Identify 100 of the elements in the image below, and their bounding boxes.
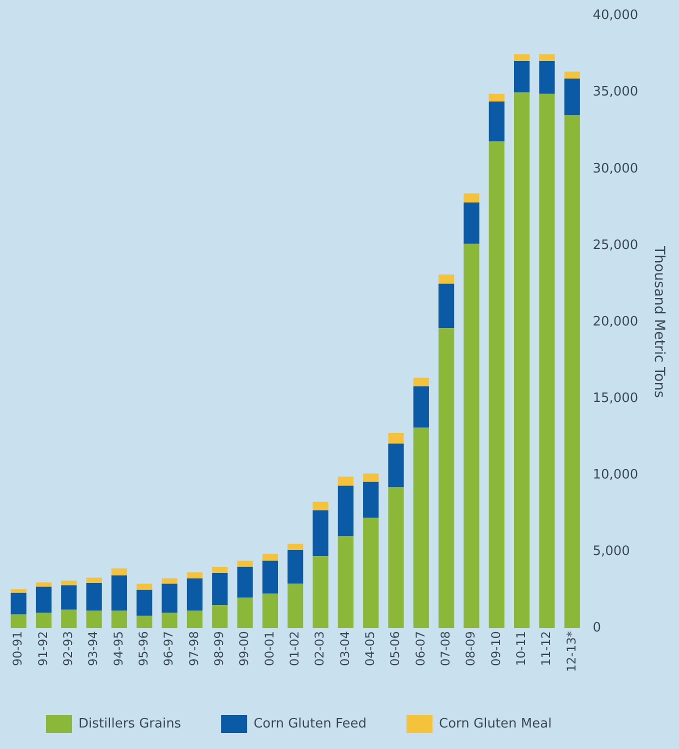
x-tick-label: 92-93	[61, 631, 76, 666]
bar	[312, 510, 328, 556]
legend-label: Distillers Grains	[78, 716, 182, 732]
bar	[488, 94, 504, 102]
x-tick-label: 03-04	[338, 631, 352, 666]
bar	[388, 444, 404, 488]
x-tick-label: 97-98	[186, 631, 201, 666]
bar	[338, 486, 354, 536]
bar	[464, 244, 480, 628]
bar	[363, 474, 379, 482]
bar	[413, 386, 429, 428]
bar	[237, 560, 253, 567]
x-tick-label: 94-95	[111, 631, 126, 666]
bar	[10, 614, 26, 628]
bar	[288, 550, 304, 584]
x-tick-label: 06-07	[413, 631, 428, 666]
bar	[288, 584, 304, 628]
y-tick-label: 10,000	[592, 467, 638, 482]
bar	[363, 518, 379, 628]
bar	[186, 572, 203, 578]
bar	[162, 612, 178, 628]
bar	[10, 592, 26, 614]
y-tick-label: 15,000	[592, 390, 638, 406]
bar	[86, 578, 102, 583]
bar	[36, 612, 52, 628]
bar	[61, 610, 77, 628]
bar	[186, 610, 203, 628]
bar	[186, 578, 203, 611]
x-tick-label: 01-02	[287, 631, 302, 666]
bar	[136, 584, 152, 590]
y-tick-label: 20,000	[592, 314, 638, 330]
bar	[61, 580, 77, 586]
bar	[363, 482, 379, 518]
bar	[539, 54, 555, 61]
y-tick-label: 35,000	[592, 84, 638, 100]
x-tick-label: 93-94	[86, 631, 100, 666]
bar	[86, 582, 102, 611]
bar	[438, 284, 454, 328]
bar	[514, 60, 530, 92]
bar	[514, 92, 530, 628]
bar	[539, 60, 555, 94]
x-tick-label: 12-13*	[564, 631, 578, 672]
bar	[312, 556, 328, 628]
bar	[338, 536, 354, 628]
bar	[111, 568, 128, 576]
y-tick-label: 0	[592, 620, 601, 636]
bar	[514, 54, 530, 61]
x-tick-label: 10-11	[514, 631, 528, 666]
y-tick-label: 40,000	[592, 8, 638, 24]
bar	[237, 566, 253, 598]
y-tick-label: 30,000	[592, 161, 638, 176]
bar	[488, 102, 504, 142]
x-tick-label: 90-91	[10, 631, 25, 666]
x-tick-label: 05-06	[388, 631, 402, 666]
bar	[338, 476, 354, 486]
x-tick-label: 99-00	[237, 631, 252, 666]
bar	[212, 566, 228, 574]
bar	[564, 115, 580, 628]
bar	[36, 586, 52, 613]
bar	[10, 589, 26, 593]
bar	[162, 578, 178, 584]
legend-label: Corn Gluten Feed	[254, 716, 367, 732]
x-tick-label: 04-05	[362, 631, 377, 666]
bar	[237, 598, 253, 628]
bar	[539, 94, 555, 628]
bar	[464, 202, 480, 244]
bar	[111, 610, 128, 628]
x-tick-label: 96-97	[162, 631, 176, 666]
bar	[564, 78, 580, 116]
bar	[136, 616, 152, 628]
y-tick-label: 25,000	[592, 238, 638, 253]
bar	[438, 328, 454, 628]
x-tick-label: 00-01	[262, 631, 276, 666]
bar	[36, 582, 52, 587]
x-tick-label: 08-09	[464, 631, 478, 666]
x-tick-label: 95-96	[136, 631, 151, 666]
bar	[388, 487, 404, 628]
x-tick-label: 02-03	[312, 631, 327, 666]
x-tick-label: 98-99	[212, 631, 226, 666]
x-tick-label: 91-92	[36, 631, 50, 666]
bar	[464, 193, 480, 203]
x-tick-label: 07-08	[438, 631, 452, 666]
bar	[564, 72, 580, 79]
bar	[212, 573, 228, 606]
bar	[413, 378, 429, 386]
y-tick-label: 5,000	[592, 544, 630, 559]
bar	[312, 502, 328, 510]
legend-label: Corn Gluten Meal	[439, 716, 552, 732]
bar	[111, 575, 128, 611]
bar	[388, 432, 404, 444]
bar	[288, 544, 304, 550]
bar	[212, 605, 228, 628]
x-tick-label: 11-12	[539, 631, 554, 666]
bar	[162, 584, 178, 613]
bar	[262, 554, 278, 561]
bar	[262, 594, 278, 628]
bar	[86, 610, 102, 628]
y-axis-title: Thousand Metric Tons	[650, 245, 667, 398]
bar	[262, 560, 278, 594]
x-tick-label: 09-10	[488, 631, 503, 666]
